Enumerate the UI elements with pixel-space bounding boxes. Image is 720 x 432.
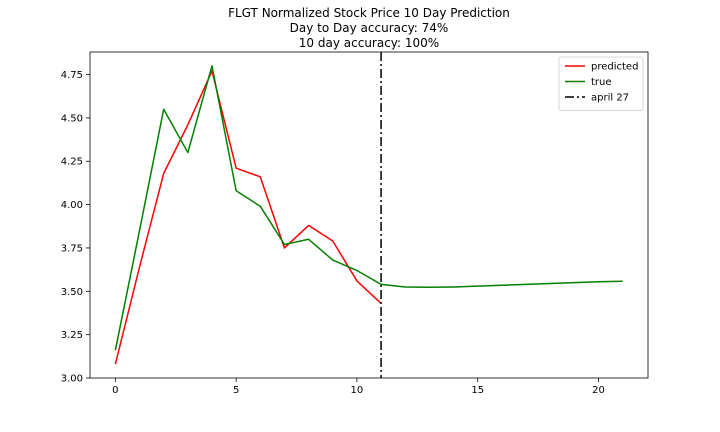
- x-tick-label: 0: [112, 385, 118, 396]
- title-line-2: Day to Day accuracy: 74%: [290, 21, 449, 35]
- series-line-predicted: [114, 70, 382, 365]
- x-tick-label: 10: [351, 385, 364, 396]
- title-line-1: FLGT Normalized Stock Price 10 Day Predi…: [228, 6, 510, 20]
- y-tick-label: 4.25: [61, 157, 83, 168]
- legend: predicted true april 27: [558, 56, 644, 111]
- y-tick-label: 3.25: [61, 330, 83, 341]
- chart-title: FLGT Normalized Stock Price 10 Day Predi…: [228, 6, 510, 50]
- series-line-true: [114, 65, 623, 351]
- y-tick-label: 4.00: [61, 200, 83, 211]
- x-tick-label: 15: [471, 385, 484, 396]
- y-tick-label: 3.00: [61, 374, 83, 385]
- legend-label-true: true: [591, 77, 612, 88]
- y-tick-label: 4.50: [61, 113, 83, 124]
- legend-label-april-27: april 27: [591, 93, 629, 104]
- legend-box: [558, 56, 644, 111]
- x-tick-label: 20: [592, 385, 605, 396]
- title-line-3: 10 day accuracy: 100%: [299, 36, 439, 50]
- y-tick-label: 3.75: [61, 243, 83, 254]
- legend-label-predicted: predicted: [591, 62, 638, 73]
- y-tick-label: 4.75: [61, 70, 83, 81]
- y-tick-label: 3.50: [61, 287, 83, 298]
- plot-area: 0 5 10 15 20 3.00 3.25 3.50 3.75 4.00 4.25 4.50 4.75…: [61, 51, 649, 396]
- plot-frame: [89, 51, 649, 379]
- x-tick-label: 5: [233, 385, 239, 396]
